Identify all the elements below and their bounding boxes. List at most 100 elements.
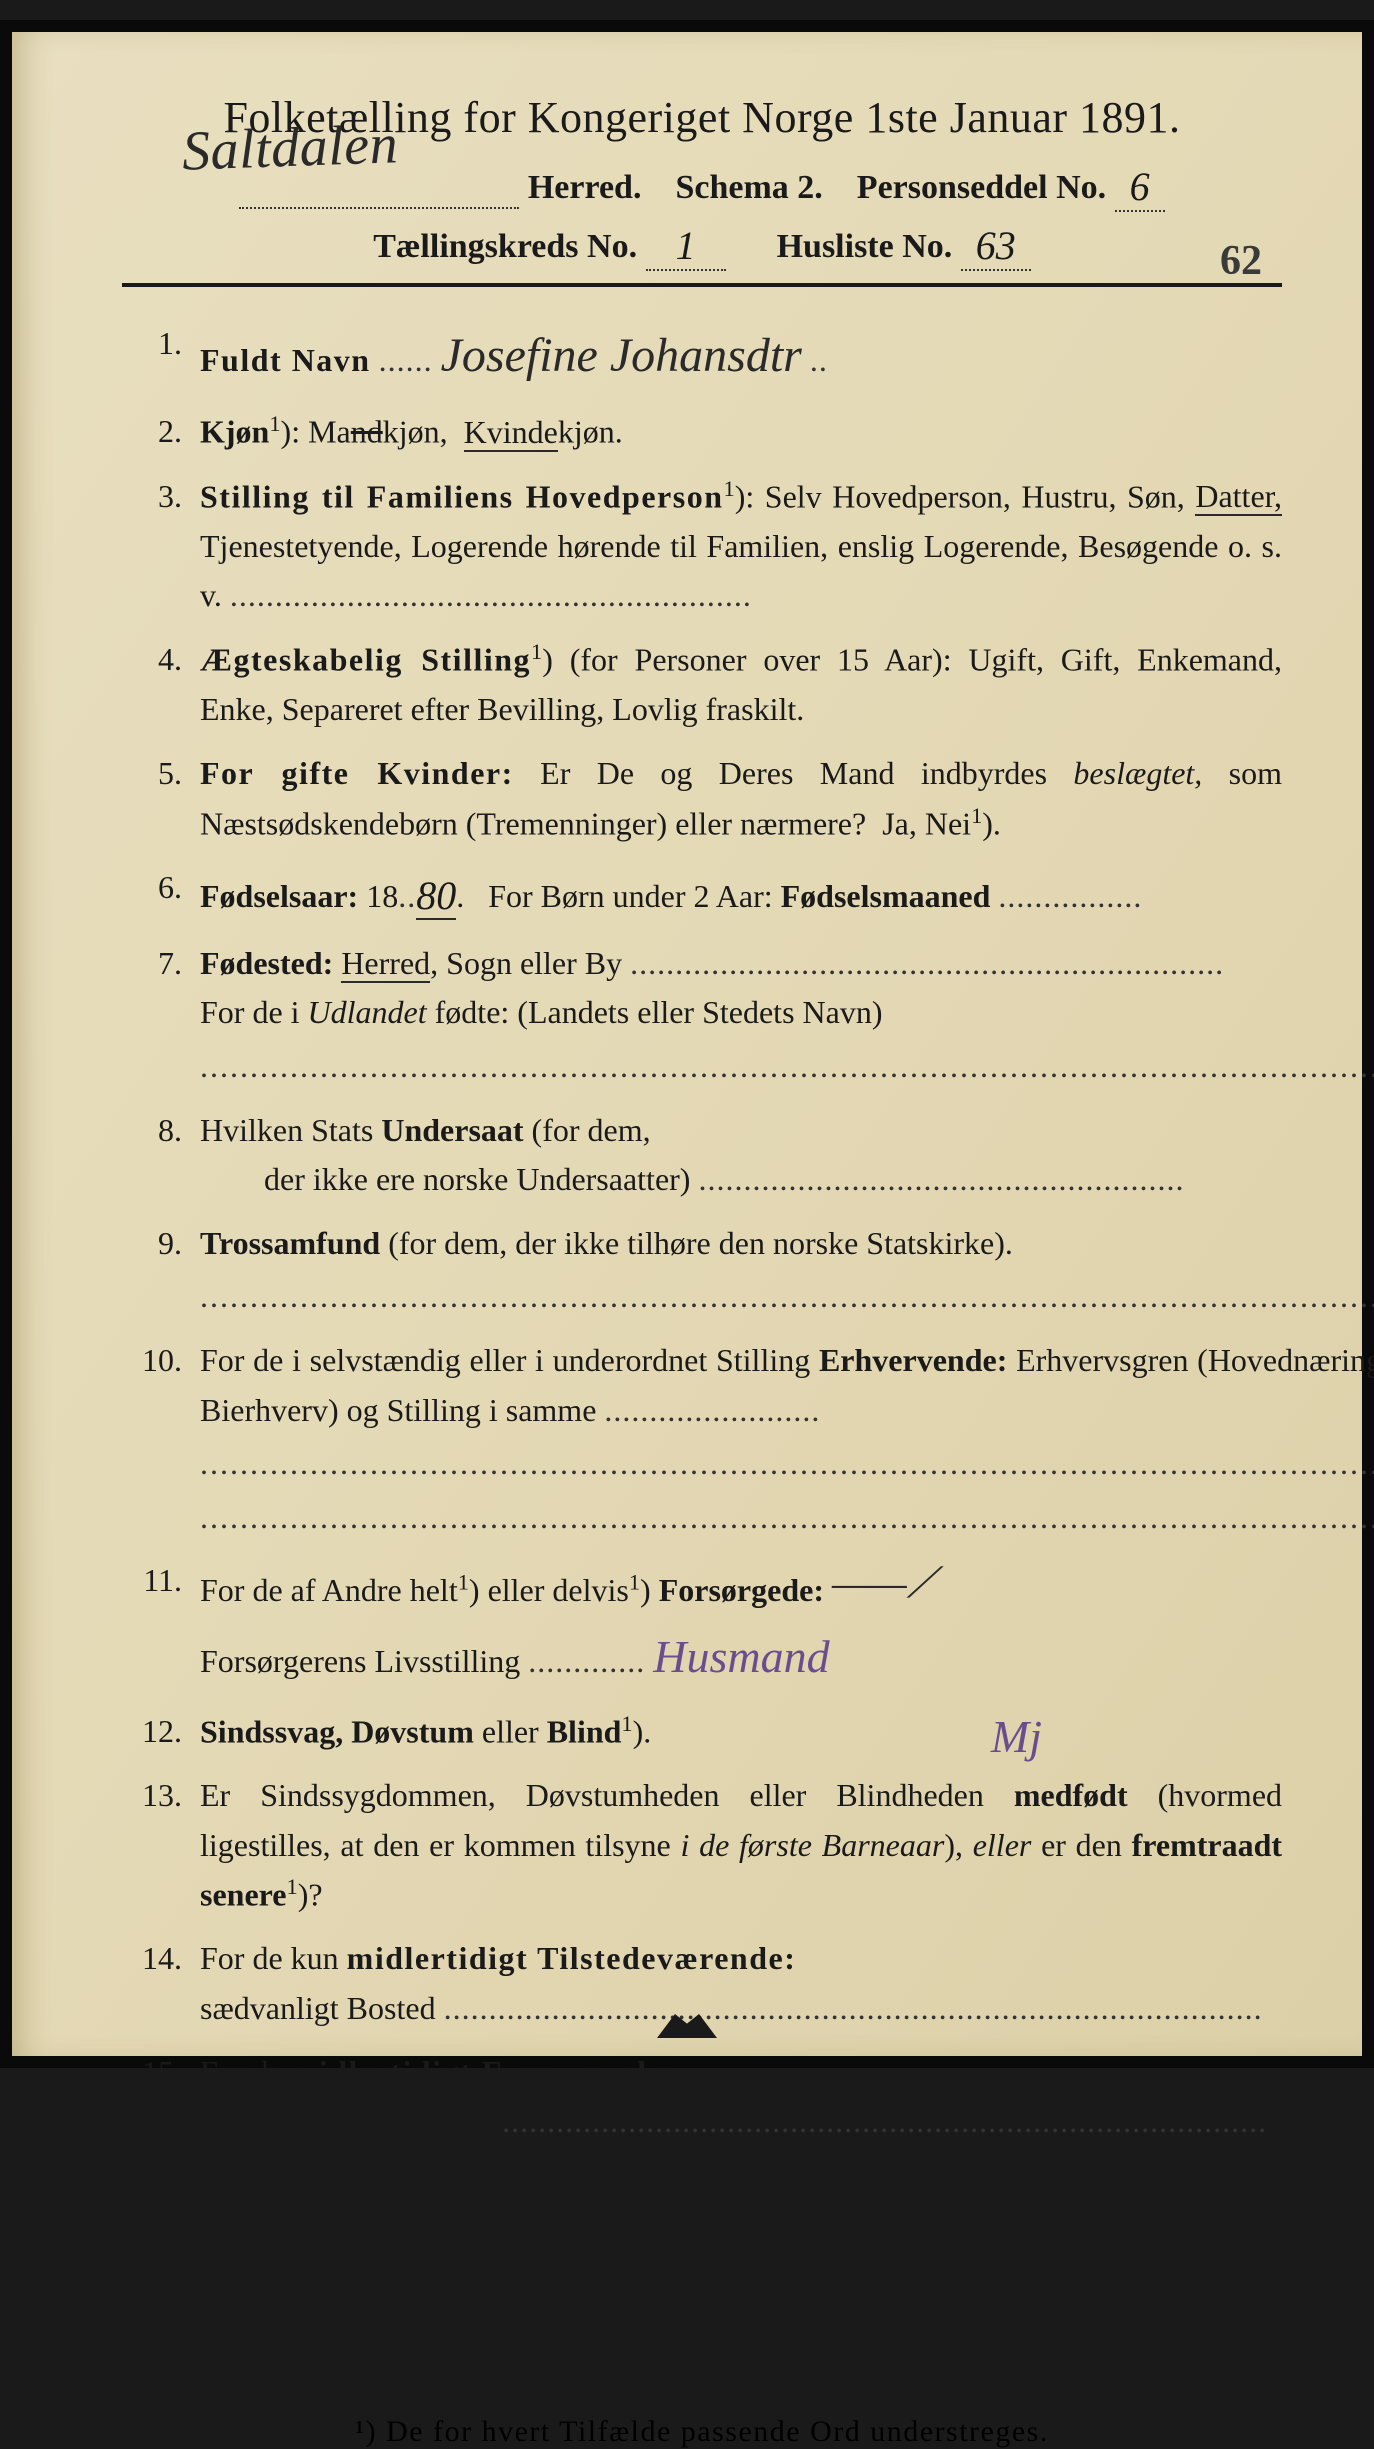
footnote-ref: 1: [286, 1874, 297, 1899]
husliste-extra: 62: [1220, 237, 1262, 285]
text2: For Børn under 2 Aar:: [488, 878, 772, 914]
item-2: 2. Kjøn1): Mandkjøn, Kvindekjøn.: [132, 407, 1282, 457]
label2: Blind: [547, 1713, 622, 1749]
name-value: Josefine Johansdtr: [441, 329, 802, 382]
footnote-ref: 1: [1161, 2343, 1172, 2368]
item-content: Er Sindssygdommen, Døvstumheden eller Bl…: [200, 1771, 1282, 1920]
item-num: 11.: [132, 1556, 200, 1692]
item-num: 12.: [132, 1707, 200, 1757]
form-items: 1. Fuldt Navn ...... Josefine Johansdtr …: [122, 319, 1282, 2389]
text: For de: [200, 2054, 283, 2090]
label: Fødested:: [200, 945, 333, 981]
label2: Fødselsmaaned: [781, 878, 991, 914]
label: Nationalitet:: [200, 2167, 372, 2203]
item-num: 8.: [132, 1106, 200, 1205]
footnote: ¹) De for hvert Tilfælde passende Ord un…: [122, 2415, 1282, 2449]
text: For de kun: [200, 1940, 339, 1976]
footnote-ref: 1: [971, 803, 982, 828]
text: For de af Andre helt: [200, 1572, 458, 1608]
label: Undersaat: [381, 1112, 523, 1148]
schema-label: Schema 2.: [675, 169, 822, 206]
dots: ........................................…: [698, 1161, 1184, 1197]
year-hand: 80: [416, 873, 456, 920]
text: eller: [482, 1713, 539, 1749]
text: Er Sindssygdommen, Døvstumheden eller Bl…: [200, 1777, 984, 1813]
footnote-ref: 1: [629, 1570, 640, 1595]
footnote-ref: 1: [621, 1711, 632, 1736]
item-num: 3.: [132, 472, 200, 621]
blank-line: ........................................…: [200, 1493, 1374, 1543]
item-content: Sindssvag, Døvstum eller Blind1). Mj: [200, 1707, 1282, 1757]
item-15: 15. For de midlertidigt Fraværende: anta…: [132, 2048, 1282, 2147]
item-num: 18.: [132, 2339, 200, 2389]
label: medfødt: [1014, 1777, 1128, 1813]
dots: ......: [379, 342, 433, 378]
item-content: For gifte Kvinder: Er De og Deres Mand i…: [200, 749, 1282, 849]
label: Fuldt Navn: [200, 342, 371, 378]
census-form-page: Folketælling for Kongeriget Norge 1ste J…: [0, 20, 1374, 2068]
item-num: 7.: [132, 939, 200, 1092]
dots: ................: [998, 878, 1142, 914]
item-num: 6.: [132, 863, 200, 925]
subheader-line-2: Tællingskreds No. 1 Husliste No. 63: [122, 220, 1282, 269]
item-3: 3. Stilling til Familiens Hovedperson1):…: [132, 472, 1282, 621]
item-content: Fuldt Navn ...... Josefine Johansdtr ..: [200, 319, 1282, 393]
item-content: For de af Andre helt1) eller delvis1) Fo…: [200, 1556, 1282, 1692]
blank-line: ........................................…: [200, 1042, 1374, 1092]
item-num: 10.: [132, 1336, 200, 1542]
hand-note: Mj: [991, 1701, 1042, 1772]
label: Erhvervende:: [819, 1342, 1007, 1378]
text2: antageligt Opholdssted: [200, 2103, 494, 2139]
label: Kjøn: [200, 414, 269, 450]
item-content: Kjøn1): Mandkjøn, Kvindekjøn.: [200, 407, 1282, 457]
item-num: 15.: [132, 2048, 200, 2147]
item-num: 13.: [132, 1771, 200, 1920]
husliste-no: 63: [961, 222, 1031, 271]
item-content: Fødselsaar: 18..80. For Børn under 2 Aar…: [200, 863, 1282, 925]
text3: der ikke ere norske Undersaatter): [264, 1161, 690, 1197]
item-content: For de midlertidigt Fraværende: antageli…: [200, 2048, 1282, 2147]
label: Ægteskabelig Stilling: [200, 642, 531, 678]
footnote-ref: 1: [531, 639, 542, 664]
footnote-ref: 1: [1025, 2279, 1036, 2304]
footnote-ref: 1: [724, 476, 735, 501]
item-content: Nationalitet: Norsk, Lappisk, Finsk (Kvæ…: [200, 2161, 1282, 2211]
year-prefix: 18: [366, 878, 398, 914]
item-12: 12. Sindssvag, Døvstum eller Blind1). Mj: [132, 1707, 1282, 1757]
husliste-label: Husliste No.: [777, 228, 953, 265]
item-13: 13. Er Sindssygdommen, Døvstumheden elle…: [132, 1771, 1282, 1920]
text: (for dem, der ikke tilhøre den norske St…: [388, 1225, 1013, 1261]
item-16: 16. Nationalitet: Norsk, Lappisk, Finsk …: [132, 2161, 1282, 2211]
label: Trossamfund: [200, 1225, 380, 1261]
footnote-ref: 1: [269, 411, 280, 436]
item-6: 6. Fødselsaar: 18..80. For Børn under 2 …: [132, 863, 1282, 925]
label: midlertidigt Tilstedeværende:: [347, 1940, 797, 1976]
label: Sprog, der tales i Vedkommendes Hjem: [200, 2231, 799, 2267]
item-9: 9. Trossamfund (for dem, der ikke tilhør…: [132, 1219, 1282, 1322]
text: For de i selvstændig eller i underordnet…: [200, 1342, 810, 1378]
label: Fødselsaar:: [200, 878, 358, 914]
label: Lapper: [252, 2346, 353, 2382]
item-num: 14.: [132, 1934, 200, 2033]
dots: ........................: [604, 1392, 820, 1428]
forsorger-hand: Husmand: [653, 1631, 829, 1682]
text: Hvilken Stats: [200, 1112, 373, 1148]
item-num: 16.: [132, 2161, 200, 2211]
item-18: 18. For Lapper oplyses, om Vedkommende e…: [132, 2339, 1282, 2389]
item-num: 2.: [132, 407, 200, 457]
item-content: Fødested: Herred, Sogn eller By ........…: [200, 939, 1374, 1092]
text2: eller delvis: [488, 1572, 629, 1608]
item-num: 1.: [132, 319, 200, 393]
item-num: 9.: [132, 1219, 200, 1322]
dots: .............: [528, 1643, 645, 1679]
item-7: 7. Fødested: Herred, Sogn eller By .....…: [132, 939, 1282, 1092]
text2: (for dem,: [532, 1112, 651, 1148]
label: Stilling til Familiens Hovedperson: [200, 478, 724, 514]
footnote-ref: 1: [458, 1570, 469, 1595]
item-content: Trossamfund (for dem, der ikke tilhøre d…: [200, 1219, 1374, 1322]
text3: Forsørgerens Livsstilling: [200, 1643, 520, 1679]
herred-label: Herred.: [528, 169, 642, 206]
subheader-line-1: Herred. Schema 2. Personseddel No. 6: [122, 161, 1282, 210]
form-header: Folketælling for Kongeriget Norge 1ste J…: [122, 92, 1282, 269]
header-divider: [122, 283, 1282, 287]
